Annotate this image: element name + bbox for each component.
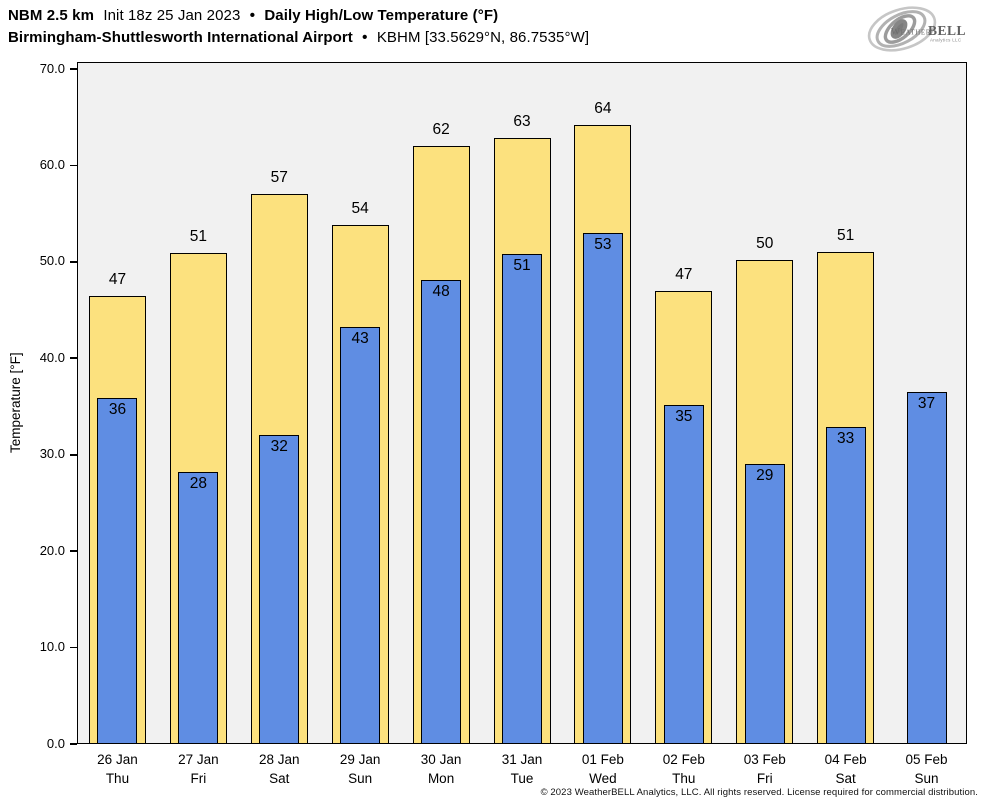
low-value-label: 37 bbox=[917, 395, 936, 413]
low-bar bbox=[259, 435, 300, 744]
x-tick-date: 29 Jan bbox=[339, 752, 381, 767]
x-tick-label: 30 Jan Mon bbox=[401, 750, 481, 788]
x-tick-weekday: Fri bbox=[190, 771, 207, 786]
high-value-label: 47 bbox=[675, 265, 693, 283]
x-tick-label: 05 Feb Sun bbox=[887, 750, 967, 788]
x-tick-weekday: Thu bbox=[105, 771, 130, 786]
y-tick-mark bbox=[70, 357, 77, 360]
x-tick-date: 02 Feb bbox=[662, 752, 705, 767]
logo-subtext: Analytics LLC bbox=[930, 38, 962, 43]
low-bar bbox=[906, 392, 947, 744]
high-value-label: 51 bbox=[189, 228, 207, 246]
init-time: Init 18z 25 Jan 2023 bbox=[103, 7, 241, 24]
y-tick-mark bbox=[70, 743, 77, 745]
low-value-label: 36 bbox=[108, 400, 127, 418]
y-tick-mark bbox=[70, 646, 77, 649]
y-tick-label: 10.0 bbox=[39, 639, 65, 655]
x-tick-weekday: Sat bbox=[835, 771, 856, 786]
x-tick-date: 03 Feb bbox=[743, 752, 786, 767]
x-tick-label: 04 Feb Sat bbox=[806, 750, 886, 788]
high-value-label: 57 bbox=[270, 169, 288, 187]
x-tick-weekday: Sun bbox=[348, 771, 373, 786]
copyright-notice: © 2023 WeatherBELL Analytics, LLC. All r… bbox=[540, 787, 978, 798]
y-tick-label: 50.0 bbox=[39, 253, 65, 269]
high-value-label: 63 bbox=[513, 113, 531, 131]
x-tick-weekday: Sun bbox=[914, 771, 939, 786]
x-tick-date: 05 Feb bbox=[905, 752, 948, 767]
high-value-label: 62 bbox=[432, 121, 450, 139]
x-tick-label: 26 Jan Thu bbox=[77, 750, 157, 788]
low-bar bbox=[825, 426, 866, 744]
y-tick-label: 60.0 bbox=[39, 156, 65, 172]
low-bar bbox=[421, 280, 462, 744]
low-value-label: 53 bbox=[594, 235, 612, 253]
low-value-label: 32 bbox=[270, 438, 288, 456]
low-bar bbox=[178, 472, 219, 744]
low-bar bbox=[502, 254, 542, 744]
low-bar bbox=[340, 327, 381, 744]
high-value-label: 64 bbox=[594, 99, 612, 117]
weatherbell-logo: Weather BELL Analytics LLC bbox=[867, 6, 966, 52]
low-value-label: 48 bbox=[432, 283, 450, 301]
low-bar bbox=[97, 397, 138, 744]
x-tick-label: 28 Jan Sat bbox=[239, 750, 319, 788]
y-tick-mark bbox=[70, 261, 77, 263]
x-tick-label: 29 Jan Sun bbox=[320, 750, 400, 788]
x-tick-label: 01 Feb Wed bbox=[563, 750, 643, 788]
x-tick-label: 27 Jan Fri bbox=[158, 750, 238, 788]
high-value-label: 54 bbox=[351, 200, 369, 218]
title-bullet: • bbox=[249, 7, 256, 24]
y-tick-mark bbox=[70, 550, 77, 552]
x-tick-date: 26 Jan bbox=[97, 752, 138, 767]
station-id: KBHM [33.5629°N, 86.7535°W] bbox=[376, 29, 590, 46]
low-value-label: 33 bbox=[837, 429, 855, 447]
y-tick-label: 30.0 bbox=[39, 446, 65, 462]
x-tick-label: 02 Feb Thu bbox=[644, 750, 724, 788]
low-bar bbox=[663, 404, 704, 744]
x-tick-label: 31 Jan Tue bbox=[482, 750, 562, 788]
high-value-label: 47 bbox=[108, 270, 127, 288]
logo-bell-text: BELL bbox=[928, 23, 966, 38]
x-tick-weekday: Thu bbox=[672, 771, 696, 786]
y-tick-label: 0.0 bbox=[46, 735, 65, 751]
high-value-label: 50 bbox=[756, 234, 774, 252]
x-tick-weekday: Tue bbox=[510, 771, 534, 786]
x-tick-weekday: Mon bbox=[427, 771, 455, 786]
x-tick-date: 27 Jan bbox=[178, 752, 219, 767]
x-tick-date: 04 Feb bbox=[824, 752, 867, 767]
hurricane-swirl-icon bbox=[867, 6, 937, 52]
x-tick-weekday: Fri bbox=[756, 771, 773, 786]
low-value-label: 51 bbox=[513, 257, 531, 275]
low-bar bbox=[582, 232, 623, 744]
x-tick-date: 31 Jan bbox=[501, 752, 543, 767]
high-value-label: 51 bbox=[837, 227, 855, 245]
x-tick-date: 01 Feb bbox=[581, 752, 624, 767]
y-tick-mark bbox=[70, 453, 77, 456]
y-tick-label: 40.0 bbox=[39, 349, 65, 365]
y-tick-label: 20.0 bbox=[39, 542, 65, 558]
low-value-label: 35 bbox=[675, 407, 693, 425]
logo-weather-text: Weather bbox=[891, 28, 931, 38]
chart-subtitle: Birmingham-Shuttlesworth International A… bbox=[8, 29, 589, 46]
low-value-label: 29 bbox=[756, 467, 774, 485]
x-tick-date: 30 Jan bbox=[420, 752, 462, 767]
x-tick-weekday: Sat bbox=[269, 771, 290, 786]
low-value-label: 43 bbox=[351, 330, 369, 348]
model-name: NBM 2.5 km bbox=[8, 7, 95, 24]
x-tick-label: 03 Feb Fri bbox=[725, 750, 805, 788]
chart-title: NBM 2.5 km Init 18z 25 Jan 2023 • Daily … bbox=[8, 7, 498, 24]
x-tick-date: 28 Jan bbox=[258, 752, 300, 767]
y-tick-mark bbox=[70, 164, 77, 167]
x-tick-weekday: Wed bbox=[589, 771, 617, 786]
subtitle-bullet: • bbox=[362, 29, 368, 46]
product-name: Daily High/Low Temperature (°F) bbox=[264, 7, 499, 24]
low-bar bbox=[744, 464, 785, 744]
y-tick-mark bbox=[70, 68, 77, 70]
y-tick-label: 70.0 bbox=[39, 60, 65, 76]
low-value-label: 28 bbox=[189, 475, 207, 493]
station-name: Birmingham-Shuttlesworth International A… bbox=[8, 29, 353, 46]
